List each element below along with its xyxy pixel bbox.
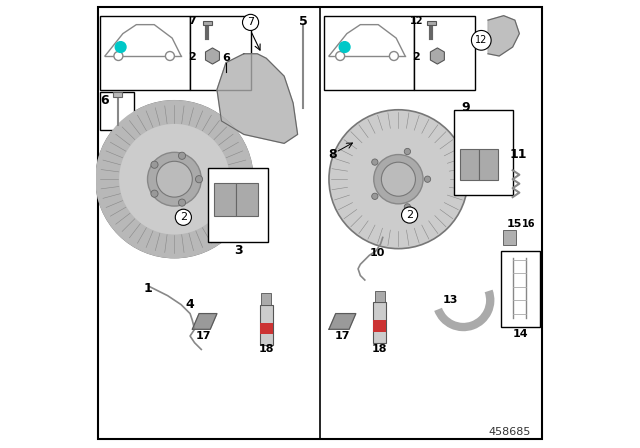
Circle shape bbox=[329, 110, 468, 249]
Circle shape bbox=[243, 14, 259, 30]
Circle shape bbox=[372, 159, 378, 165]
Text: 4: 4 bbox=[186, 298, 195, 311]
Circle shape bbox=[404, 204, 410, 210]
Text: 12: 12 bbox=[410, 16, 423, 26]
FancyBboxPatch shape bbox=[99, 7, 541, 439]
Circle shape bbox=[424, 176, 431, 182]
Polygon shape bbox=[329, 314, 356, 329]
Circle shape bbox=[114, 52, 123, 60]
Circle shape bbox=[96, 101, 253, 258]
Circle shape bbox=[166, 52, 174, 60]
FancyBboxPatch shape bbox=[100, 16, 190, 90]
Text: 14: 14 bbox=[513, 329, 529, 339]
FancyBboxPatch shape bbox=[503, 230, 516, 245]
Polygon shape bbox=[488, 16, 520, 56]
FancyBboxPatch shape bbox=[260, 323, 273, 334]
Polygon shape bbox=[192, 314, 217, 329]
Text: 8: 8 bbox=[328, 148, 337, 161]
Circle shape bbox=[195, 176, 203, 183]
Circle shape bbox=[339, 42, 350, 52]
FancyBboxPatch shape bbox=[261, 293, 271, 305]
Circle shape bbox=[179, 152, 186, 159]
FancyBboxPatch shape bbox=[414, 16, 475, 90]
Text: 7: 7 bbox=[247, 17, 254, 27]
Text: 16: 16 bbox=[522, 219, 535, 229]
Circle shape bbox=[472, 30, 491, 50]
Text: 10: 10 bbox=[370, 248, 385, 258]
Text: 12: 12 bbox=[475, 35, 488, 45]
Text: 18: 18 bbox=[259, 345, 274, 354]
FancyBboxPatch shape bbox=[373, 320, 387, 332]
Circle shape bbox=[151, 161, 158, 168]
Text: 13: 13 bbox=[442, 295, 458, 305]
FancyBboxPatch shape bbox=[324, 16, 414, 90]
Circle shape bbox=[115, 42, 126, 52]
FancyBboxPatch shape bbox=[214, 183, 236, 216]
Text: 2: 2 bbox=[188, 52, 196, 62]
Text: 5: 5 bbox=[299, 15, 307, 28]
FancyBboxPatch shape bbox=[208, 168, 269, 242]
Text: 458685: 458685 bbox=[488, 427, 531, 437]
FancyBboxPatch shape bbox=[479, 149, 499, 180]
Text: 7: 7 bbox=[188, 16, 196, 26]
Circle shape bbox=[179, 199, 186, 206]
Text: 6: 6 bbox=[100, 94, 109, 108]
Circle shape bbox=[401, 207, 418, 223]
Circle shape bbox=[381, 162, 415, 196]
FancyBboxPatch shape bbox=[502, 251, 540, 327]
Text: 18: 18 bbox=[372, 345, 387, 354]
FancyBboxPatch shape bbox=[113, 92, 122, 97]
FancyBboxPatch shape bbox=[236, 183, 258, 216]
FancyBboxPatch shape bbox=[260, 305, 273, 345]
Circle shape bbox=[389, 52, 398, 60]
FancyBboxPatch shape bbox=[100, 92, 134, 130]
FancyBboxPatch shape bbox=[190, 16, 251, 90]
Circle shape bbox=[404, 148, 410, 155]
FancyBboxPatch shape bbox=[373, 302, 387, 343]
Circle shape bbox=[372, 193, 378, 199]
FancyBboxPatch shape bbox=[203, 21, 212, 25]
Text: 2: 2 bbox=[412, 52, 420, 62]
Polygon shape bbox=[217, 54, 298, 143]
Text: 6: 6 bbox=[222, 53, 230, 63]
Circle shape bbox=[175, 209, 191, 225]
Text: 15: 15 bbox=[506, 219, 522, 229]
Text: 9: 9 bbox=[461, 101, 470, 114]
Text: 2: 2 bbox=[180, 212, 187, 222]
Text: 17: 17 bbox=[335, 331, 350, 341]
Circle shape bbox=[336, 52, 345, 60]
Circle shape bbox=[148, 152, 201, 206]
FancyBboxPatch shape bbox=[460, 149, 479, 180]
Text: 2: 2 bbox=[406, 210, 413, 220]
FancyBboxPatch shape bbox=[427, 21, 436, 25]
Text: 3: 3 bbox=[234, 244, 243, 258]
Circle shape bbox=[157, 161, 192, 197]
Circle shape bbox=[151, 190, 158, 197]
FancyBboxPatch shape bbox=[374, 291, 385, 302]
Text: 11: 11 bbox=[509, 148, 527, 161]
Circle shape bbox=[374, 155, 423, 204]
FancyBboxPatch shape bbox=[454, 110, 513, 195]
Wedge shape bbox=[96, 101, 253, 258]
Text: 1: 1 bbox=[143, 282, 152, 296]
Text: 17: 17 bbox=[196, 331, 211, 341]
